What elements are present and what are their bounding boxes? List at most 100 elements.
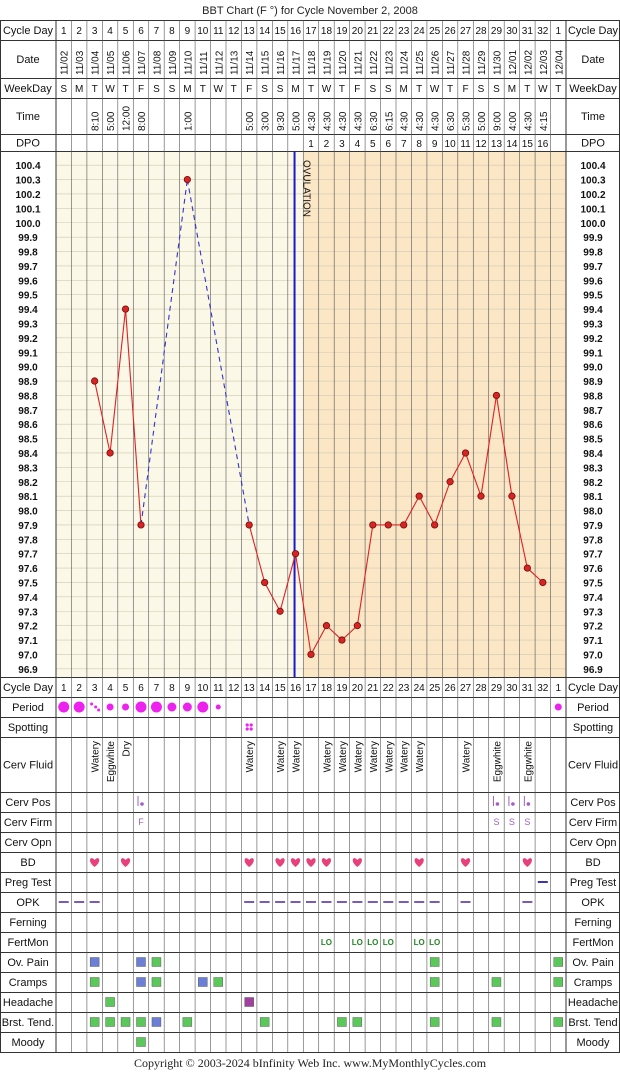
cycle-day-number-bottom: 1 <box>61 683 67 694</box>
time-label: 4:30 <box>415 111 426 131</box>
period-dot <box>215 704 221 710</box>
temperature-axis: 100.4 100.4 100.3 100.3 100.2 100.2 100.1 100.1… <box>15 161 605 676</box>
fertmon-label: LO <box>352 938 363 947</box>
y-tick-left: 99.6 <box>18 276 38 287</box>
cycle-day-number: 25 <box>429 26 441 37</box>
ovulation-label: OVULATION <box>301 160 312 217</box>
cramps-marker <box>553 977 563 987</box>
row-label-right-cramps: Cramps <box>574 977 613 989</box>
opk-dash <box>321 901 332 903</box>
ov-pain-marker <box>429 957 440 967</box>
weekday-label: M <box>183 84 191 95</box>
date-label: 11/15 <box>261 50 272 75</box>
time-label: 4:15 <box>539 111 550 131</box>
cycle-day-number-bottom: 18 <box>321 683 333 694</box>
row-label-right-date: Date <box>581 54 604 66</box>
cycle-day-number: 11 <box>213 26 224 37</box>
y-tick-left: 98.0 <box>18 507 38 518</box>
cycle-day-number: 10 <box>197 26 209 37</box>
time-label: 1:00 <box>183 111 194 131</box>
cycle-day-number: 22 <box>383 26 395 37</box>
cerv-fluid-label: Watery <box>462 741 473 772</box>
row-label-left-cramps: Cramps <box>9 977 48 989</box>
cycle-day-number: 31 <box>522 26 534 37</box>
cerv-fluid-label: Watery <box>338 741 349 772</box>
weekday-label: T <box>308 84 314 95</box>
row-label-right-cycle_day: Cycle Day <box>568 25 619 37</box>
brst-tend-marker <box>136 1017 146 1027</box>
ov-pain-marker <box>89 957 100 967</box>
period-spot-dot <box>97 708 101 712</box>
y-tick-right: 100.2 <box>580 190 605 201</box>
y-tick-left: 97.7 <box>18 550 38 561</box>
time-label: 9:00 <box>492 111 503 131</box>
weekday-label: T <box>555 84 561 95</box>
y-tick-right: 97.5 <box>583 578 603 589</box>
dpo-label: 10 <box>445 139 457 150</box>
temp-point <box>338 636 346 644</box>
y-tick-right: 99.2 <box>583 334 603 345</box>
opk-dash <box>414 901 425 903</box>
opk-dash <box>398 901 409 903</box>
y-tick-left: 100.2 <box>15 190 40 201</box>
temp-line-segment <box>186 179 250 526</box>
fertmon-label: LO <box>383 938 394 947</box>
time-label: 6:15 <box>384 111 395 131</box>
cramps-marker <box>89 977 100 987</box>
preg-test-mark <box>537 881 548 883</box>
date-label: 11/16 <box>276 50 287 75</box>
time-label: 4:30 <box>307 111 318 131</box>
weekday-label: T <box>122 84 128 95</box>
cycle-day-number-bottom: 32 <box>537 683 549 694</box>
row-label-right-brst_tend: Brst. Tend <box>568 1017 617 1029</box>
date-label: 11/08 <box>152 50 163 75</box>
y-tick-left: 98.8 <box>18 391 38 402</box>
temp-line-segment <box>356 524 374 626</box>
y-tick-right: 99.6 <box>583 276 603 287</box>
header-rows: 1122334455667788991010111112121313141415… <box>60 26 566 694</box>
weekday-label: T <box>447 84 453 95</box>
weekday-label: S <box>261 84 268 95</box>
y-tick-left: 98.7 <box>18 406 38 417</box>
period-dot <box>135 701 147 713</box>
weekday-label: S <box>153 84 160 95</box>
opk-dash <box>290 901 301 903</box>
cerv-fluid-label: Dry <box>122 741 133 757</box>
row-label-left-ferning: Ferning <box>9 917 46 929</box>
opk-dash <box>460 901 471 903</box>
weekday-label: T <box>339 84 345 95</box>
time-label: 4:30 <box>322 111 333 131</box>
cycle-day-number: 6 <box>138 26 144 37</box>
opk-dash <box>74 901 85 903</box>
y-tick-right: 99.4 <box>583 305 603 316</box>
bd-heart-icon <box>460 858 471 867</box>
y-tick-left: 99.0 <box>18 363 38 374</box>
y-tick-right: 98.4 <box>583 449 603 460</box>
row-labels: Cycle Day Cycle Day Date Date WeekDay WeekDay… <box>2 25 619 1049</box>
date-label: 11/10 <box>183 50 194 75</box>
grid-lines <box>0 20 620 1053</box>
temp-line-segment <box>310 625 327 655</box>
temp-point <box>523 564 531 572</box>
temp-point <box>291 550 300 558</box>
cerv-fluid-label: Watery <box>353 741 364 772</box>
brst-tend-marker <box>553 1017 563 1027</box>
weekday-label: W <box>538 84 548 95</box>
y-tick-left: 99.2 <box>18 334 38 345</box>
row-label-right-cerv_pos: Cerv Pos <box>570 797 616 809</box>
row-label-right-ferning: Ferning <box>574 917 611 929</box>
weekday-label: T <box>524 84 530 95</box>
opk-dash <box>367 901 378 903</box>
post-ovulation-background <box>303 151 566 677</box>
bd-heart-icon <box>244 858 254 867</box>
cycle-day-number-bottom: 9 <box>185 683 191 694</box>
cycle-day-number: 18 <box>321 26 333 37</box>
cycle-day-number-bottom: 28 <box>475 683 487 694</box>
y-tick-left: 100.0 <box>15 219 40 230</box>
spotting-dot <box>245 723 249 727</box>
row-label-left-spotting: Spotting <box>8 722 48 734</box>
row-label-right-cerv_fluid: Cerv Fluid <box>568 760 618 772</box>
cramps-marker <box>198 977 208 987</box>
time-label: 4:30 <box>523 111 534 131</box>
